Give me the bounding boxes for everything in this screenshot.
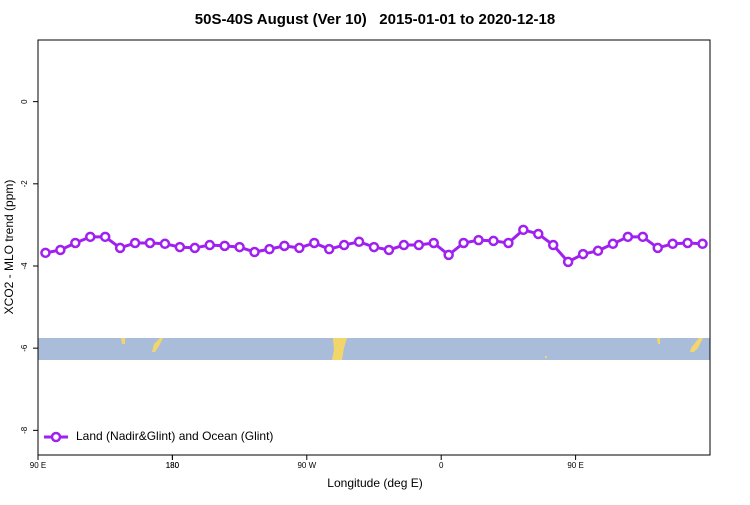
y-tick-label: -8 — [20, 426, 29, 434]
point — [99, 231, 111, 243]
y-axis-label: XCO2 - MLO trend (ppm) — [2, 180, 16, 315]
x-tick-label: 90 E — [30, 461, 46, 470]
y-tick-label: -4 — [20, 262, 29, 270]
x-tick-label: 180 — [166, 461, 180, 470]
y-tick-label: -6 — [20, 344, 29, 352]
point — [323, 243, 335, 255]
legend-marker — [50, 431, 62, 443]
point — [383, 244, 395, 256]
point — [473, 234, 484, 246]
point — [652, 242, 663, 254]
point — [85, 231, 96, 243]
x-tick-label: 90 W — [297, 461, 316, 470]
chart-title: 50S-40S August (Ver 10) 2015-01-01 to 20… — [195, 11, 555, 28]
legend-label: Land (Nadir&Glint) and Ocean (Glint) — [76, 429, 273, 443]
plot-frame — [37, 39, 711, 456]
point — [189, 242, 201, 254]
x-tick-label: 0 — [439, 461, 444, 470]
point — [55, 244, 66, 256]
point — [413, 239, 425, 251]
point — [592, 245, 604, 257]
x-tick-label: 90 E — [567, 461, 583, 470]
point — [234, 241, 245, 253]
point — [249, 246, 260, 258]
x-axis-label: Longitude (deg E) — [327, 476, 422, 490]
point — [174, 241, 186, 253]
point — [518, 224, 529, 236]
point — [309, 237, 320, 249]
point — [40, 247, 51, 259]
point — [697, 238, 708, 250]
point — [264, 243, 275, 255]
point — [458, 237, 469, 249]
point — [443, 249, 454, 261]
point — [159, 238, 171, 250]
y-tick-label: 0 — [20, 99, 29, 104]
point — [562, 256, 574, 268]
point — [129, 237, 141, 249]
point — [353, 236, 365, 247]
point — [368, 241, 380, 253]
y-tick-label: -2 — [20, 180, 29, 188]
ocean-band — [38, 338, 710, 360]
point — [70, 237, 81, 249]
point — [338, 239, 350, 251]
point — [114, 242, 126, 254]
point — [279, 240, 290, 252]
point — [607, 238, 619, 250]
point — [428, 237, 439, 249]
point — [204, 239, 215, 251]
point — [398, 239, 410, 251]
point — [637, 231, 649, 243]
point — [219, 240, 230, 252]
point — [577, 248, 589, 260]
point — [547, 239, 559, 251]
point — [533, 228, 544, 240]
point — [682, 237, 693, 249]
land-ocean-strip — [38, 338, 710, 360]
point — [503, 237, 514, 249]
x-tick-label: 180 — [166, 461, 180, 470]
point — [294, 242, 305, 254]
point — [622, 231, 634, 243]
point — [144, 237, 156, 249]
point — [488, 235, 499, 247]
point — [667, 238, 678, 250]
